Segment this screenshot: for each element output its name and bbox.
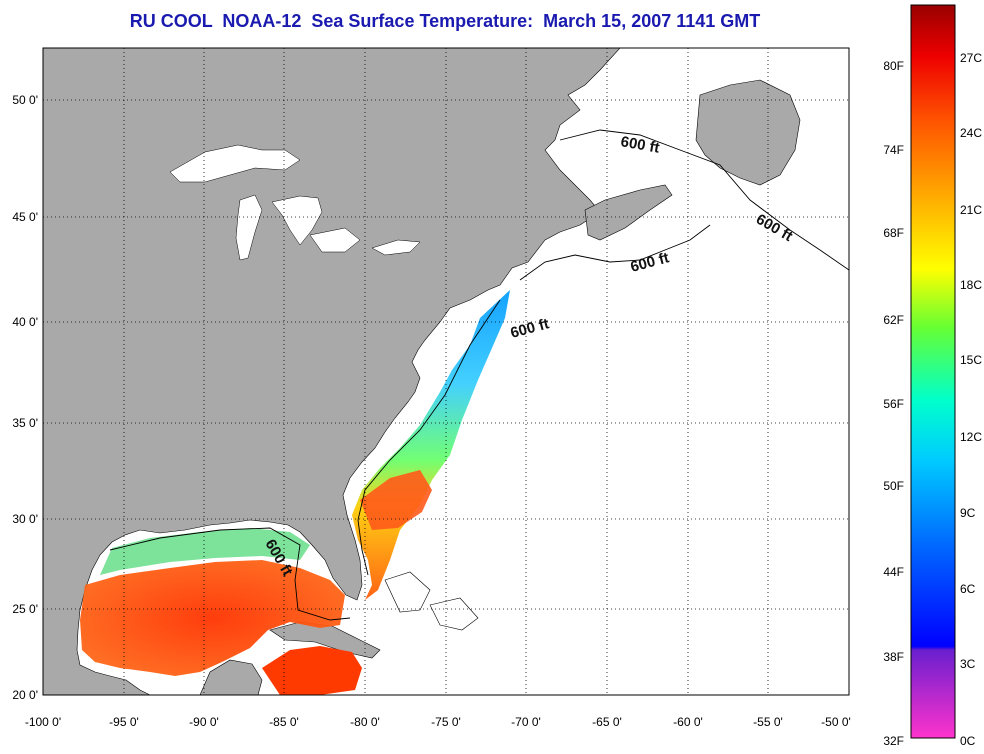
gulf-sst-field [80,560,345,676]
great-lakes [169,144,421,261]
colorbar-f-label: 32F [883,734,904,748]
map-frame [42,47,850,696]
gulf-stream-warm-patch [360,470,432,530]
colorbar-f-label: 44F [883,565,904,579]
lon-tick-label: -85 0' [269,715,299,729]
colorbar-c-label: 27C [960,51,982,65]
lon-tick-label: -70 0' [511,715,541,729]
colorbar [910,4,956,739]
colorbar-fahrenheit-labels: 80F 74F 68F 62F 56F 50F 44F 38F 32F [883,59,904,748]
lat-tick-label: 30 0' [12,512,38,526]
colorbar-f-label: 68F [883,226,904,240]
north-america-land [43,48,621,695]
lat-tick-label: 45 0' [12,210,38,224]
colorbar-f-label: 50F [883,479,904,493]
colorbar-c-label: 15C [960,353,982,367]
longitude-ticks: -100 0' -95 0' -90 0' -85 0' -80 0' -75 … [25,715,851,729]
map-area: 600 ft 600 ft 600 ft 600 ft 600 ft [43,48,849,695]
600ft-contours [109,129,849,621]
lon-tick-label: -60 0' [673,715,703,729]
nova-scotia-land [584,184,673,241]
colorbar-f-label: 56F [883,397,904,411]
contour-label-1: 600 ft [619,133,661,157]
yucatan-land [199,659,263,695]
lon-tick-label: -95 0' [109,715,139,729]
lon-tick-label: -50 0' [821,715,851,729]
colorbar-celsius-labels: 27C 24C 21C 18C 15C 12C 9C 6C 3C 0C [960,51,982,748]
caribbean-sst-field [262,646,362,695]
colorbar-f-label: 74F [883,143,904,157]
colorbar-f-label: 80F [883,59,904,73]
lat-tick-label: 20 0' [12,688,38,702]
lon-tick-label: -90 0' [189,715,219,729]
colorbar-c-label: 12C [960,430,982,444]
lon-tick-label: -100 0' [25,715,61,729]
colorbar-c-label: 0C [960,734,976,748]
colorbar-c-label: 3C [960,657,976,671]
colorbar-c-label: 9C [960,506,976,520]
lat-tick-label: 40 0' [12,315,38,329]
colorbar-f-label: 62F [883,313,904,327]
latitude-ticks: 50 0' 45 0' 40 0' 35 0' 30 0' 25 0' 20 0… [12,93,38,702]
colorbar-c-label: 21C [960,203,982,217]
lon-tick-label: -80 0' [350,715,380,729]
colorbar-c-label: 6C [960,582,976,596]
lat-tick-label: 35 0' [12,416,38,430]
colorbar-c-label: 24C [960,126,982,140]
lon-tick-label: -75 0' [431,715,461,729]
lat-tick-label: 25 0' [12,602,38,616]
map-title: RU COOL NOAA-12 Sea Surface Temperature:… [129,11,761,31]
colorbar-c-label: 18C [960,278,982,292]
colorbar-f-label: 38F [883,650,904,664]
bahamas-banks [384,571,479,631]
lon-tick-label: -65 0' [592,715,622,729]
lat-tick-label: 50 0' [12,93,38,107]
newfoundland-land [695,79,801,186]
lon-tick-label: -55 0' [753,715,783,729]
